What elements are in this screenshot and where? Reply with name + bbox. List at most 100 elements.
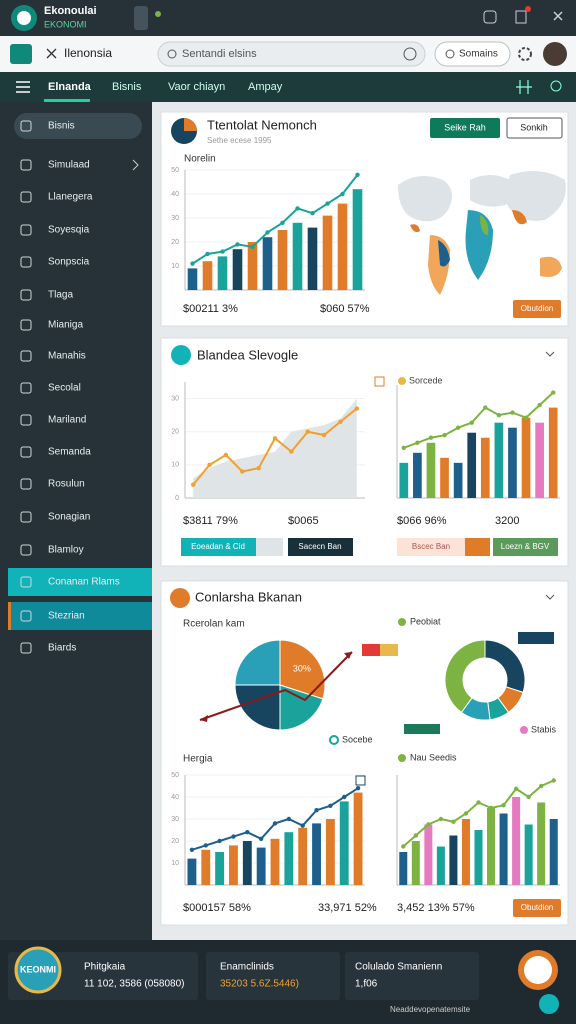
bar bbox=[424, 824, 433, 885]
slice-label: 30% bbox=[293, 664, 311, 674]
footer-logo-ring bbox=[14, 946, 62, 994]
sidebar-item[interactable]: Mianiga bbox=[48, 320, 83, 331]
line-point bbox=[280, 220, 285, 225]
stat: 3200 bbox=[495, 515, 519, 527]
line-point bbox=[551, 390, 556, 395]
line-point bbox=[469, 420, 474, 425]
sidebar-item[interactable]: Sonagian bbox=[48, 512, 90, 523]
search-placeholder: Sentandi elsins bbox=[182, 48, 257, 60]
bar bbox=[353, 792, 363, 885]
line-point bbox=[340, 191, 345, 197]
pie-slice bbox=[279, 684, 324, 731]
sidebar-item[interactable]: Conanan Rlams bbox=[48, 577, 120, 588]
bar bbox=[187, 858, 197, 885]
y-tick-label: 30 bbox=[171, 395, 179, 402]
bar bbox=[229, 845, 238, 885]
domains-icon bbox=[445, 49, 455, 59]
line-point bbox=[413, 833, 419, 838]
y-tick-label: 50 bbox=[171, 167, 179, 174]
clock-icon[interactable] bbox=[403, 47, 417, 61]
sidebar-item[interactable]: Semanda bbox=[48, 447, 91, 458]
avatar[interactable] bbox=[543, 42, 567, 66]
bar bbox=[537, 802, 546, 885]
sidebar-item[interactable]: Soyesqia bbox=[48, 225, 90, 236]
sidebar-item[interactable]: Secolal bbox=[48, 383, 81, 394]
line-point bbox=[190, 261, 195, 266]
sidebar-icon bbox=[20, 289, 32, 301]
button-label: Sacecn Ban bbox=[298, 542, 341, 551]
sidebar-icon bbox=[20, 446, 32, 458]
line-point bbox=[231, 834, 236, 839]
nav-item[interactable]: Vaor chiayn bbox=[168, 81, 225, 93]
bar bbox=[312, 823, 321, 885]
nav-item[interactable]: Ampay bbox=[248, 81, 283, 93]
sidebar-item[interactable]: Stezrian bbox=[48, 611, 85, 622]
stat: 33,971 52% bbox=[318, 902, 377, 914]
search-box[interactable] bbox=[157, 41, 426, 67]
stat: $066 96% bbox=[397, 515, 447, 527]
line-point bbox=[205, 251, 210, 257]
button-label: Eoeadan & Cid bbox=[191, 542, 245, 551]
sidebar-item[interactable]: Blamloy bbox=[48, 545, 84, 556]
map-button[interactable] bbox=[513, 300, 561, 318]
line-point bbox=[455, 425, 461, 430]
nav-item[interactable]: Elnanda bbox=[48, 81, 92, 93]
y-tick-label: 20 bbox=[171, 838, 179, 845]
line-point bbox=[526, 794, 531, 800]
bar bbox=[524, 824, 533, 885]
sidebar-item[interactable]: Manahis bbox=[48, 351, 86, 362]
button[interactable] bbox=[513, 899, 561, 917]
sidebar-item[interactable]: Sonpscia bbox=[48, 257, 90, 268]
nav-item[interactable]: Bisnis bbox=[112, 81, 142, 93]
line-point bbox=[438, 816, 444, 822]
button[interactable] bbox=[288, 538, 353, 556]
primary-button[interactable] bbox=[430, 118, 500, 138]
bar bbox=[399, 462, 409, 498]
brand: Ekonoulai bbox=[44, 5, 97, 17]
bar bbox=[512, 797, 521, 885]
button[interactable] bbox=[493, 538, 558, 556]
bar bbox=[292, 222, 303, 290]
app-icon[interactable] bbox=[10, 44, 32, 64]
settings-icon[interactable] bbox=[518, 47, 532, 61]
legend-label: Socebe bbox=[342, 734, 373, 744]
nav-icon-search[interactable] bbox=[550, 80, 562, 92]
line-point bbox=[325, 201, 330, 206]
icon-notify[interactable] bbox=[515, 10, 527, 24]
line-point bbox=[415, 440, 420, 445]
tab-label[interactable]: Ilenonsia bbox=[64, 46, 112, 60]
sidebar-chevron bbox=[132, 159, 139, 171]
line-point bbox=[207, 462, 212, 468]
button-fill bbox=[397, 538, 465, 556]
sidebar-item[interactable]: Rosulun bbox=[48, 479, 85, 490]
sidebar-item[interactable]: Mariland bbox=[48, 415, 86, 426]
collapse-icon[interactable] bbox=[545, 594, 555, 600]
sidebar-item[interactable]: Tlaga bbox=[48, 290, 73, 301]
tab-close[interactable] bbox=[46, 48, 57, 59]
sidebar-icon bbox=[20, 256, 32, 268]
profile-icon[interactable] bbox=[134, 6, 148, 30]
nav-icon-grid[interactable] bbox=[516, 80, 532, 94]
help-button[interactable] bbox=[539, 994, 559, 1014]
line-point bbox=[476, 800, 481, 805]
sidebar-item[interactable]: Bisnis bbox=[48, 121, 75, 132]
line-point bbox=[203, 843, 208, 848]
secondary-button[interactable] bbox=[506, 117, 563, 139]
menu-icon[interactable] bbox=[16, 81, 30, 93]
sidebar-item[interactable]: Biards bbox=[48, 643, 76, 654]
bar bbox=[548, 407, 558, 498]
domains-button[interactable] bbox=[434, 41, 511, 67]
collapse-icon[interactable] bbox=[545, 351, 555, 357]
line-point bbox=[355, 172, 360, 177]
nav-active-underline bbox=[44, 99, 90, 102]
sidebar-item[interactable]: Llanegera bbox=[48, 192, 93, 203]
bar bbox=[549, 819, 558, 885]
bar bbox=[232, 249, 243, 290]
icon-window[interactable] bbox=[483, 10, 497, 24]
sidebar-icon bbox=[20, 511, 32, 523]
line-point bbox=[314, 808, 319, 813]
icon-close[interactable] bbox=[553, 11, 563, 21]
sidebar-item[interactable]: Simulaad bbox=[48, 160, 90, 171]
bar bbox=[339, 801, 349, 885]
